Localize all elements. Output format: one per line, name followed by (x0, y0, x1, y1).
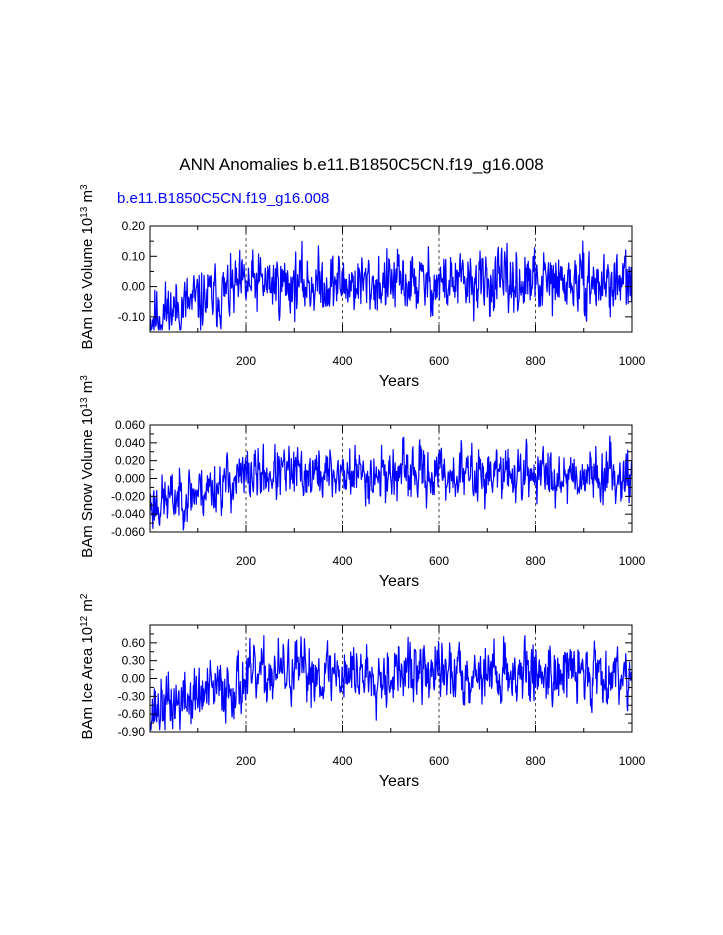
series-line (149, 240, 633, 331)
x-tick-label: 400 (332, 554, 352, 568)
y-tick-label: 0.00 (122, 672, 146, 686)
series-line (149, 435, 633, 531)
chart-title: ANN Anomalies b.e11.B1850C5CN.f19_g16.00… (179, 155, 544, 174)
y-axis-title-superscript: 12 (79, 615, 90, 627)
y-tick-label: -0.020 (111, 489, 145, 503)
x-tick-label: 400 (332, 354, 352, 368)
chart-panel-3: 200 400 600 800 1000 -0.90 -0.60 -0.30 0.00 0.30 0… (79, 593, 646, 790)
x-tick-label: 1000 (619, 754, 646, 768)
x-tick-label: 200 (236, 554, 256, 568)
y-tick-label: -0.60 (118, 707, 146, 721)
x-axis-title: Years (379, 573, 419, 590)
y-axis-title-part: BAm Snow Volume 10 (79, 409, 96, 558)
y-axis-title-part: m (79, 381, 96, 398)
y-tick-label: 0.30 (122, 654, 146, 668)
x-tick-label: 1000 (619, 354, 646, 368)
y-axis-title-part: m (79, 190, 96, 207)
y-tick-label: 0.040 (115, 436, 145, 450)
y-axis-title: BAm Ice Area 1012 m2 (79, 593, 97, 739)
x-tick-label: 800 (525, 554, 545, 568)
x-tick-label: 600 (429, 554, 449, 568)
y-axis-title-part: m (79, 599, 96, 616)
y-axis-title-superscript: 13 (79, 206, 90, 218)
x-tick-label: 800 (525, 754, 545, 768)
x-tick-label: 800 (525, 354, 545, 368)
y-axis-title-part: BAm Ice Volume 10 (79, 218, 96, 350)
series-line (149, 635, 633, 731)
y-axis-title-superscript: 2 (79, 593, 90, 599)
x-tick-label: 200 (236, 354, 256, 368)
y-axis-title-superscript: 3 (79, 375, 90, 381)
y-tick-label: 0.60 (122, 636, 146, 650)
y-tick-label: 0.10 (122, 249, 146, 263)
y-axis-title: BAm Ice Volume 1013 m3 (79, 184, 97, 350)
chart-panel-1: 200 400 600 800 1000 -0.10 0.00 0.10 0.20 Years BA… (79, 184, 646, 390)
y-tick-label: 0.000 (115, 472, 145, 486)
x-tick-label: 1000 (619, 554, 646, 568)
y-tick-label: 0.00 (122, 280, 146, 294)
y-tick-label: -0.040 (111, 507, 145, 521)
y-axis-title: BAm Snow Volume 1013 m3 (79, 375, 97, 558)
y-tick-label: 0.020 (115, 454, 145, 468)
case-label: b.e11.B1850C5CN.f19_g16.008 (117, 190, 330, 207)
chart-panel-2: 200 400 600 800 1000 -0.060 -0.040 -0.020 0.000 0… (79, 375, 646, 590)
x-axis-title: Years (379, 773, 419, 790)
x-tick-label: 600 (429, 354, 449, 368)
y-tick-label: -0.90 (118, 725, 146, 739)
y-axis-title-part: BAm Ice Area 10 (79, 627, 96, 740)
x-axis-title: Years (379, 373, 419, 390)
y-tick-label: 0.20 (122, 219, 146, 233)
y-tick-label: -0.10 (118, 310, 146, 324)
x-tick-label: 400 (332, 754, 352, 768)
y-axis-title-superscript: 3 (79, 184, 90, 190)
x-tick-label: 600 (429, 754, 449, 768)
y-tick-label: 0.060 (115, 418, 145, 432)
y-tick-label: -0.30 (118, 689, 146, 703)
y-axis-title-superscript: 13 (79, 397, 90, 409)
y-tick-label: -0.060 (111, 525, 145, 539)
x-tick-label: 200 (236, 754, 256, 768)
